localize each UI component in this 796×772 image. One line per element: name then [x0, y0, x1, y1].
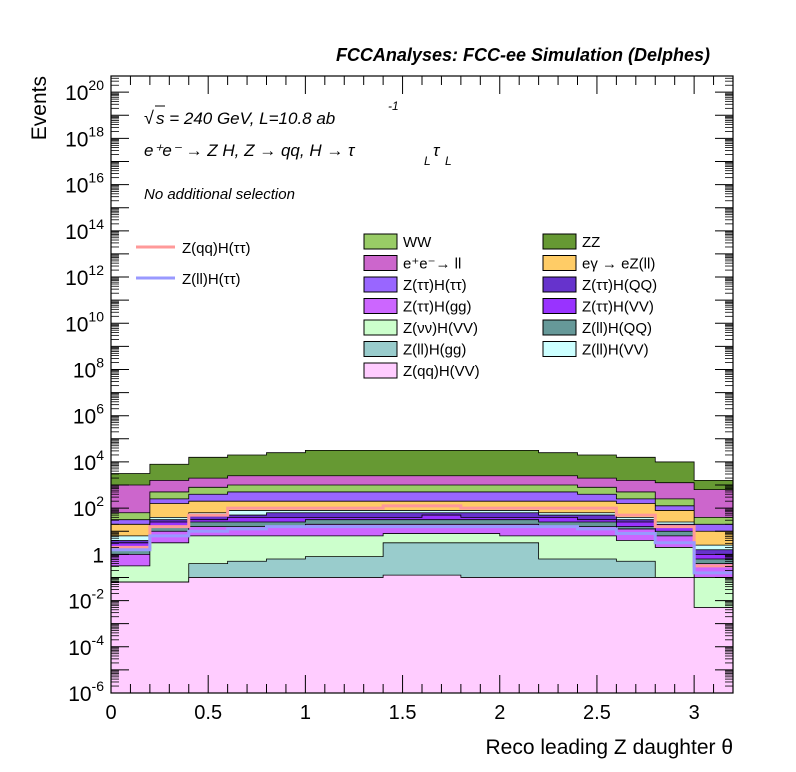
x-tick-label: 1.5 — [389, 702, 417, 724]
legend-swatch-z-h-vv — [542, 298, 577, 314]
x-tick-label: 3 — [689, 702, 700, 724]
stack-layer — [110, 449, 734, 694]
y-tick-label: 1016 — [65, 170, 104, 198]
y-axis-label: Events — [28, 76, 51, 140]
legend-label-z-h: Z(ττ)H(ττ) — [403, 277, 467, 294]
y-tick-label: 1018 — [65, 123, 104, 151]
legend-swatch-ww — [363, 233, 398, 250]
legend-label-z-ll-h-qq: Z(ll)H(QQ) — [582, 320, 652, 337]
y-tick-label: 104 — [73, 447, 104, 475]
y-tick-label: 1010 — [65, 308, 104, 336]
stack-z-qq-h-vv — [110, 574, 734, 694]
ticks-layer — [110, 75, 733, 694]
x-tick-label: 2 — [494, 702, 505, 724]
process-text: e⁺e⁻ → Z H, Z → qq, H → τ — [144, 141, 356, 160]
sqrt-symbol: √ — [144, 108, 154, 128]
selection-annotation: No additional selection — [144, 186, 295, 203]
x-tick-label: 0.5 — [194, 702, 222, 724]
process-tau2: τ — [433, 141, 441, 160]
y-tick-label: 1020 — [65, 77, 104, 105]
energy-sqrt: s — [156, 109, 165, 128]
energy-annotation: √ s = 240 GeV, L=10.8 ab -1 — [144, 99, 399, 128]
x-tick-label: 1 — [300, 702, 311, 724]
legend-label-z-qq-h-vv: Z(qq)H(VV) — [403, 363, 480, 380]
legend-label-zz: ZZ — [582, 234, 600, 251]
legend-label-ww: WW — [403, 234, 432, 251]
legend-label-z-h-qq: Z(ττ)H(QQ) — [582, 277, 657, 294]
y-tick-label: 10-6 — [68, 678, 104, 706]
y-tick-label: 1014 — [65, 216, 104, 244]
legend-swatch-z-ll-h-gg — [363, 341, 398, 357]
svg-text:e⁺e⁻ → Z H, Z → qq, H → τ: e⁺e⁻ → Z H, Z → qq, H → τ — [144, 141, 356, 160]
y-tick-label: 10-4 — [68, 632, 104, 660]
y-tick-label: 102 — [73, 493, 104, 521]
legend-label-e-e-ll: e⁺e⁻→ ll — [403, 256, 461, 273]
labels-layer: 0 0.5 1 1.5 2 2.5 3 1020 1018 1016 1014 1012 1010 108… — [65, 77, 700, 724]
legend-label-z-ll-h-vv: Z(ll)H(VV) — [582, 342, 649, 359]
svg-text:s = 240 GeV, L=10.8 ab: s = 240 GeV, L=10.8 ab — [156, 109, 335, 128]
energy-sup: -1 — [388, 99, 399, 113]
legend-swatch-e-e-ll — [363, 255, 398, 271]
legend-label-z-ll-h-gg: Z(ll)H(gg) — [403, 342, 466, 359]
legend-label-z-h-vv: Z(ττ)H(VV) — [582, 299, 654, 316]
legend-swatch-e-ez-ll — [542, 255, 577, 271]
signal-line-z-ll-h — [111, 525, 733, 575]
y-tick-label: 1012 — [65, 262, 104, 290]
energy-text: = 240 GeV, L=10.8 ab — [165, 109, 336, 128]
x-tick-label: 2.5 — [583, 702, 611, 724]
legend-swatch-z-ll-h-qq — [542, 319, 577, 336]
legend-swatch-z-h — [363, 276, 398, 293]
y-tick-label: 106 — [73, 401, 104, 429]
process-sub2: L — [445, 154, 452, 168]
legend-label-z-ll-h: Z(ll)H(ττ) — [182, 271, 241, 288]
chart-title: FCCAnalyses: FCC-ee Simulation (Delphes) — [336, 45, 710, 65]
y-tick-label: 108 — [73, 354, 104, 382]
legend-label-z-h-gg: Z(ττ)H(gg) — [403, 299, 472, 316]
x-tick-label: 0 — [105, 702, 116, 724]
legend-swatch-z-qq-h-vv — [363, 362, 398, 379]
legend-label-z-h-vv: Z(νν)H(VV) — [403, 320, 478, 337]
legend-swatch-z-h-qq — [542, 276, 577, 293]
process-annotation: e⁺e⁻ → Z H, Z → qq, H → τ L τ L — [144, 141, 452, 168]
legend: Z(qq)H(ττ) Z(ll)H(ττ) WW e⁺e⁻→ ll Z(ττ)H(ττ)… — [136, 233, 657, 380]
signal-line-z-qq-h — [111, 504, 733, 568]
process-sub1: L — [424, 154, 431, 168]
signal-layer — [111, 504, 733, 575]
legend-swatch-z-h-vv — [363, 319, 398, 336]
legend-label-e-ez-ll: eγ → eZ(ll) — [582, 256, 655, 273]
y-tick-label: 10-2 — [68, 586, 104, 614]
legend-swatch-z-h-gg — [363, 298, 398, 314]
x-axis-label: Reco leading Z daughter θ — [486, 736, 734, 759]
legend-swatch-z-ll-h-vv — [542, 341, 577, 357]
y-tick-label: 1 — [92, 544, 104, 567]
legend-swatch-zz — [542, 233, 577, 250]
legend-label-z-qq-h: Z(qq)H(ττ) — [182, 240, 251, 257]
